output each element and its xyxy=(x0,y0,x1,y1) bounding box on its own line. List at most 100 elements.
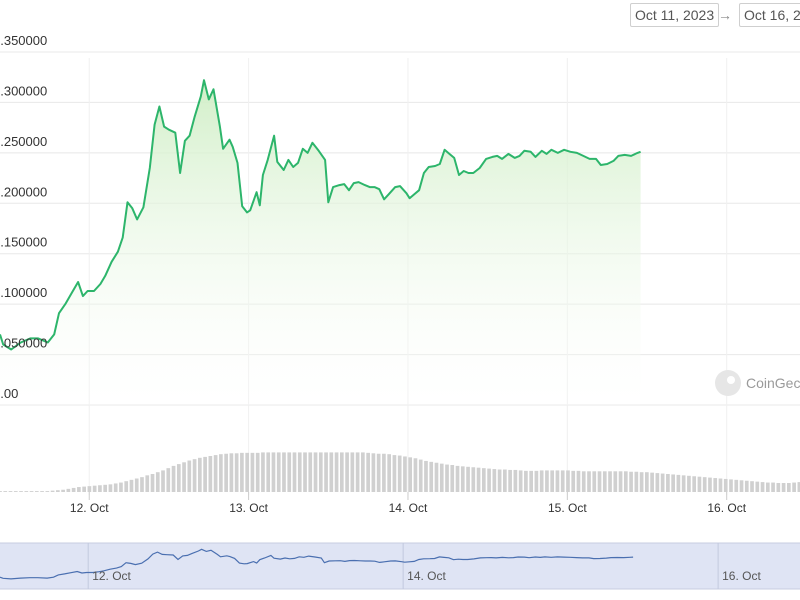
volume-bar xyxy=(287,452,292,492)
volume-bar xyxy=(455,465,460,492)
volume-bar xyxy=(587,471,591,492)
volume-bar xyxy=(529,470,533,492)
volume-bar xyxy=(744,480,749,492)
volume-bar xyxy=(534,470,539,492)
y-axis: 0.00 0.050000 0.100000 0.150000 0.200000 0.25… xyxy=(0,33,47,401)
volume-bar xyxy=(792,482,796,492)
volume-bar xyxy=(24,491,29,492)
price-line[interactable] xyxy=(0,79,641,351)
volume-bar xyxy=(787,483,791,492)
volume-bar xyxy=(282,452,286,492)
volume-bar xyxy=(92,485,97,492)
volume-bar xyxy=(445,464,449,492)
volume-bar xyxy=(124,481,129,492)
volume-bar xyxy=(676,474,681,492)
volume-bar xyxy=(718,478,723,492)
volume-bar xyxy=(503,469,507,492)
volume-bar xyxy=(466,466,470,492)
volume-bar xyxy=(376,453,381,492)
volume-bar xyxy=(560,470,565,492)
volume-bar xyxy=(261,452,265,492)
volume-bar xyxy=(40,491,44,492)
volume-bar xyxy=(750,481,754,492)
volume-bar xyxy=(518,470,523,492)
y-tick-label: 0.350000 xyxy=(0,33,47,48)
volume-bar xyxy=(613,471,618,492)
date-to-input[interactable]: Oct 16, 2023 xyxy=(739,3,800,27)
volume-bar xyxy=(324,452,328,492)
navigator-x-axis: 12. Oct 14. Oct 16. Oct xyxy=(92,569,761,583)
volume-bar xyxy=(161,470,165,492)
volume-bar xyxy=(408,457,413,492)
y-tick-label: 0.300000 xyxy=(0,83,47,98)
navigator-selection[interactable] xyxy=(0,543,800,589)
volume-bar xyxy=(429,461,434,492)
volume-bar xyxy=(240,452,244,492)
volume-bar xyxy=(155,472,160,492)
volume-bar xyxy=(666,474,670,492)
volume-bar xyxy=(729,479,733,492)
volume-bar xyxy=(113,483,118,492)
volume-bar xyxy=(382,453,386,492)
volume-bar xyxy=(171,465,176,492)
volume-bar xyxy=(119,482,123,492)
volume-bar xyxy=(56,490,60,492)
volume-bar xyxy=(765,482,770,492)
volume-bar xyxy=(313,452,318,492)
volume-bar xyxy=(134,478,139,492)
y-tick-label: 0.050000 xyxy=(0,336,47,351)
date-from-input[interactable]: Oct 11, 2023 xyxy=(630,3,720,27)
volume-bar xyxy=(781,483,786,492)
volume-bar xyxy=(708,477,712,492)
volume-bar xyxy=(713,478,718,492)
volume-bar xyxy=(697,476,702,492)
volume-bar xyxy=(403,456,407,492)
navigator[interactable]: 12. Oct 14. Oct 16. Oct xyxy=(0,542,800,590)
volume-bar xyxy=(592,471,597,492)
volume-bar xyxy=(760,482,765,492)
volume-bar xyxy=(755,481,760,492)
volume-bar xyxy=(602,471,607,492)
navigator-x-tick-label: 12. Oct xyxy=(92,569,131,583)
volume-bar xyxy=(219,454,223,492)
volume-bar xyxy=(539,470,544,492)
volume-bar xyxy=(660,473,665,492)
volume-bar xyxy=(292,452,297,492)
y-tick-label: 0.00 xyxy=(0,386,18,401)
volume-bar xyxy=(145,475,150,492)
volume-bar xyxy=(645,472,649,492)
volume-bar xyxy=(618,471,623,492)
navigator-line xyxy=(0,548,634,580)
volume-bar xyxy=(550,470,555,492)
volume-bar xyxy=(387,454,392,492)
volume-bar xyxy=(34,491,39,492)
volume-bar xyxy=(424,460,428,492)
volume-bars xyxy=(0,452,800,492)
volume-bar xyxy=(681,475,686,492)
volume-bar xyxy=(140,477,144,492)
x-tick-label: 15. Oct xyxy=(548,501,587,515)
volume-bar xyxy=(61,489,65,492)
volume-bar xyxy=(339,452,344,492)
volume-bar xyxy=(98,485,102,492)
volume-bar xyxy=(366,452,370,492)
volume-bar xyxy=(166,468,171,492)
volume-bar xyxy=(655,473,660,492)
gecko-eye-icon xyxy=(727,376,735,384)
y-tick-label: 0.150000 xyxy=(0,235,47,250)
volume-bar xyxy=(213,455,218,492)
volume-bar xyxy=(250,452,255,492)
volume-bar xyxy=(608,471,612,492)
volume-bar xyxy=(460,466,465,492)
volume-bar xyxy=(439,463,444,492)
navigator-x-tick-label: 16. Oct xyxy=(722,569,761,583)
volume-bar xyxy=(229,453,234,492)
volume-bar xyxy=(623,471,628,492)
volume-bar xyxy=(234,453,239,492)
volume-bar xyxy=(371,453,376,492)
volume-bar xyxy=(776,483,781,492)
volume-bar xyxy=(797,482,800,492)
volume-bar xyxy=(350,452,355,492)
volume-bar xyxy=(471,467,476,492)
